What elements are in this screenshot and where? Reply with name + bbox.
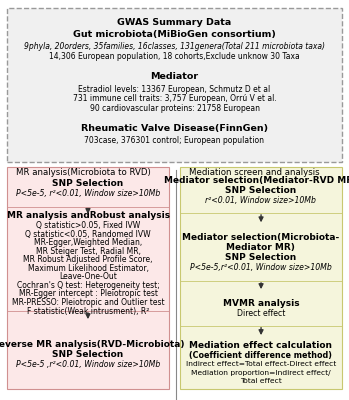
Text: Q statistic<0.05, Randomed IVW: Q statistic<0.05, Randomed IVW (25, 230, 151, 239)
Text: Cochran's Q test: Heterogeneity test;: Cochran's Q test: Heterogeneity test; (17, 281, 159, 290)
Text: Reverse MR analysis(RVD-Microbiota): Reverse MR analysis(RVD-Microbiota) (0, 340, 184, 349)
Text: (Coefficient difference method): (Coefficient difference method) (190, 351, 332, 360)
Text: 90 cardiovascular proteins: 21758 European: 90 cardiovascular proteins: 21758 Europe… (89, 104, 260, 113)
Text: 731 immune cell traits: 3,757 European, Orrú V et al.: 731 immune cell traits: 3,757 European, … (73, 94, 276, 104)
Text: MR analysis andRobust analysis: MR analysis andRobust analysis (7, 211, 170, 220)
Text: Estradiol levels: 13367 European, Schmutz D et al: Estradiol levels: 13367 European, Schmut… (79, 84, 270, 94)
Text: MR Robust Adjusted Profile Score,: MR Robust Adjusted Profile Score, (23, 255, 153, 264)
Text: MR-Egger,Weighted Median,: MR-Egger,Weighted Median, (34, 238, 142, 247)
Text: Indirect effect=Total effect-Direct effect: Indirect effect=Total effect-Direct effe… (186, 361, 336, 367)
Text: Mediator: Mediator (150, 72, 199, 81)
Text: Rheumatic Valve Disease(FinnGen): Rheumatic Valve Disease(FinnGen) (81, 124, 268, 133)
Text: Leave-One-Out: Leave-One-Out (59, 272, 117, 282)
Text: GWAS Summary Data: GWAS Summary Data (117, 18, 232, 27)
Text: Q statistic>0.05, Fixed IVW: Q statistic>0.05, Fixed IVW (36, 221, 140, 230)
Text: Mediation proportion=Indirect effect/: Mediation proportion=Indirect effect/ (191, 370, 331, 376)
FancyBboxPatch shape (7, 8, 342, 162)
Text: 9phyla, 20orders, 35families, 16classes, 131genera(Total 211 microbiota taxa): 9phyla, 20orders, 35families, 16classes,… (24, 42, 325, 52)
Text: MR Steiger Test, Radial MR,: MR Steiger Test, Radial MR, (36, 247, 141, 256)
Text: P<5e-5 ,r²<0.01, Window size>10Mb: P<5e-5 ,r²<0.01, Window size>10Mb (16, 360, 160, 370)
FancyBboxPatch shape (180, 167, 342, 389)
Text: SNP Selection: SNP Selection (225, 253, 297, 262)
Text: Direct effect: Direct effect (237, 309, 285, 318)
Text: F statistic(Weak intrusment), R²: F statistic(Weak intrusment), R² (27, 306, 149, 316)
Text: SNP Selection: SNP Selection (225, 186, 297, 196)
Text: SNP Selection: SNP Selection (52, 350, 124, 360)
Text: Mediator selection(Mediator-RVD MR): Mediator selection(Mediator-RVD MR) (164, 176, 349, 185)
Text: Total effect: Total effect (240, 378, 282, 384)
Text: Maximum Likelihood Estimator,: Maximum Likelihood Estimator, (28, 264, 149, 273)
Text: Mediator MR): Mediator MR) (227, 243, 295, 252)
Text: MVMR analysis: MVMR analysis (223, 299, 299, 308)
FancyBboxPatch shape (7, 167, 169, 389)
Text: MR-PRESSO: Pleiotropic and Outlier test: MR-PRESSO: Pleiotropic and Outlier test (12, 298, 164, 307)
Text: 14,306 European population, 18 cohorts,Exclude unknow 30 Taxa: 14,306 European population, 18 cohorts,E… (49, 52, 300, 61)
Text: Mediation effect calculation: Mediation effect calculation (190, 341, 332, 350)
Text: P<5e-5,r²<0.01, Window size>10Mb: P<5e-5,r²<0.01, Window size>10Mb (190, 263, 332, 272)
Text: P<5e-5, r²<0.01, Window size>10Mb: P<5e-5, r²<0.01, Window size>10Mb (16, 189, 160, 198)
Text: MR-Egger intercept : Pleiotropic test: MR-Egger intercept : Pleiotropic test (18, 290, 158, 298)
Text: Mediation screen and analysis: Mediation screen and analysis (190, 168, 320, 177)
Text: 703case, 376301 control; European population: 703case, 376301 control; European popula… (84, 136, 265, 146)
Text: Gut microbiota(MiBioGen consortium): Gut microbiota(MiBioGen consortium) (73, 30, 276, 39)
Text: r²<0.01, Window size>10Mb: r²<0.01, Window size>10Mb (206, 196, 316, 206)
Text: SNP Selection: SNP Selection (52, 179, 124, 188)
Text: MR analysis(Microbiota to RVD): MR analysis(Microbiota to RVD) (16, 168, 151, 177)
Text: Mediator selection(Microbiota-: Mediator selection(Microbiota- (182, 233, 340, 242)
